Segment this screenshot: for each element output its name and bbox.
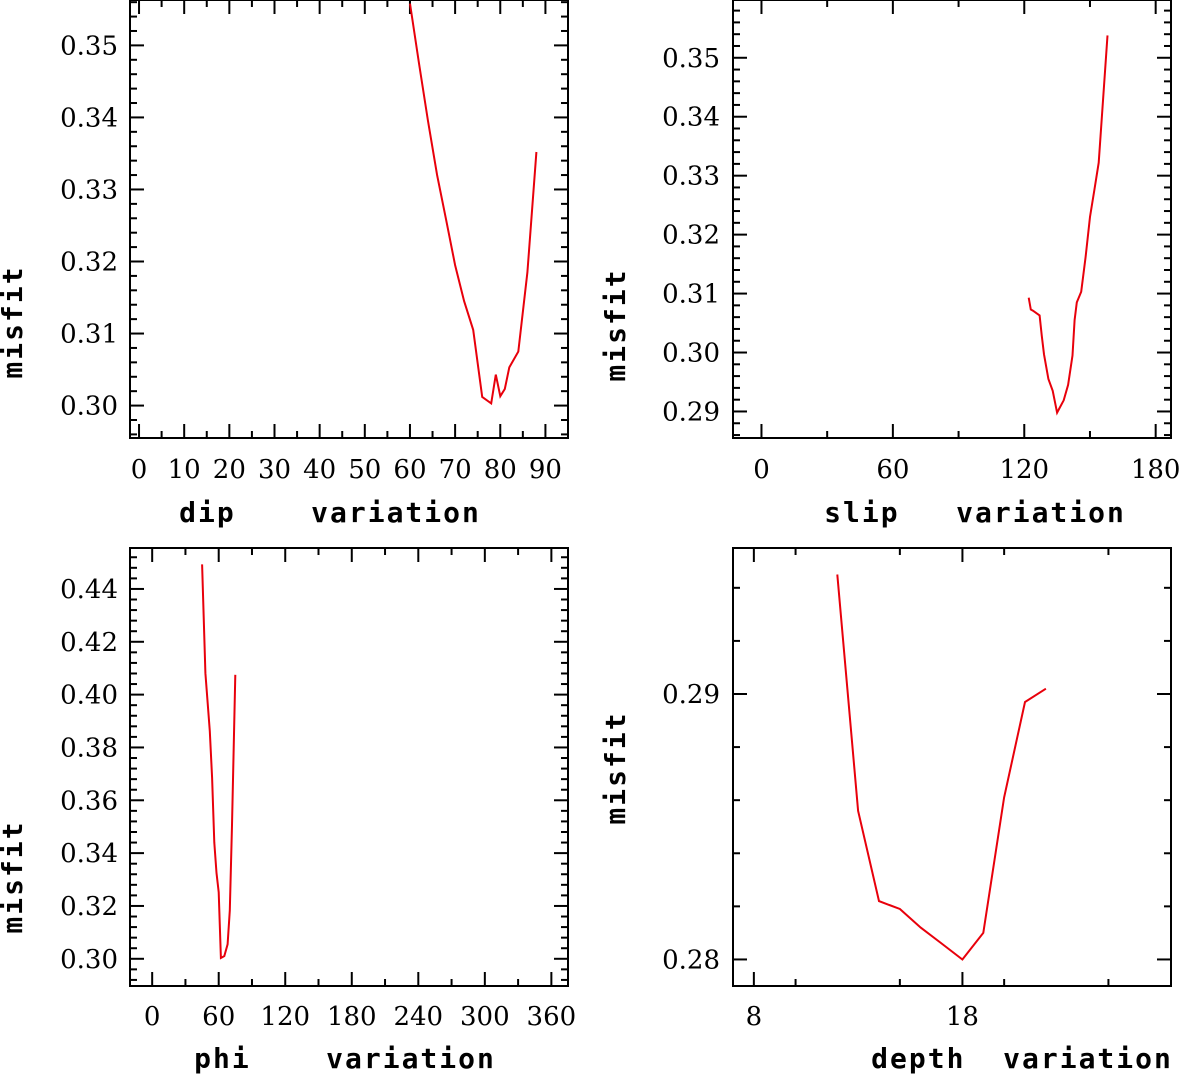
- dip-x-tick-label: 50: [348, 455, 381, 485]
- phi-x-tick-label: 300: [460, 1002, 510, 1032]
- slip-x-tick-label: 180: [1131, 455, 1181, 485]
- phi-x-axis-title: phi variation: [194, 1042, 496, 1075]
- depth-misfit-curve: [836, 574, 1047, 961]
- slip-y-tick-label: 0.35: [662, 44, 720, 74]
- dip-x-tick-label: 60: [393, 455, 426, 485]
- depth-x-tick-label: 18: [946, 1002, 979, 1032]
- dip-x-tick-label: 80: [484, 455, 517, 485]
- slip-x-axis-title: slip variation: [824, 496, 1126, 529]
- slip-plot-frame: [732, 0, 1172, 439]
- phi-y-tick-label: 0.44: [60, 575, 118, 605]
- phi-x-tick-label: 60: [202, 1002, 235, 1032]
- panel-dip: 0 10 20 30 40 50 60 70 80 90 0.30 0.31 0.32 0.33 0.34 0…: [0, 0, 569, 529]
- slip-y-tick-label: 0.30: [662, 339, 720, 369]
- slip-y-axis-title: misfit: [599, 268, 632, 381]
- dip-x-axis-title: dip variation: [179, 496, 481, 529]
- dip-x-tick-label: 30: [258, 455, 291, 485]
- dip-y-tick-label: 0.33: [60, 175, 118, 205]
- dip-y-tick-label: 0.34: [60, 103, 118, 133]
- panel-depth: 8 18 0.28 0.29 depth variation misfit: [599, 547, 1173, 1075]
- dip-x-tick-label: 20: [213, 455, 246, 485]
- dip-x-tick-label: 40: [303, 455, 336, 485]
- depth-x-tick-label: 8: [746, 1002, 763, 1032]
- phi-x-tick-label: 360: [527, 1002, 577, 1032]
- dip-plot-frame: [129, 0, 569, 439]
- phi-plot-frame: [129, 547, 569, 987]
- phi-y-tick-label: 0.30: [60, 945, 118, 975]
- phi-y-tick-label: 0.32: [60, 892, 118, 922]
- dip-x-tick-label: 10: [168, 455, 201, 485]
- phi-x-tick-label: 0: [144, 1002, 161, 1032]
- dip-y-tick-label: 0.31: [60, 320, 118, 350]
- slip-x-tick-label: 120: [999, 455, 1049, 485]
- phi-x-tick-label: 180: [327, 1002, 377, 1032]
- depth-plot-frame: [732, 547, 1172, 987]
- depth-y-tick-label: 0.29: [662, 680, 720, 710]
- dip-y-tick-label: 0.32: [60, 248, 118, 278]
- slip-x-tick-label: 60: [876, 455, 909, 485]
- phi-x-tick-label: 120: [260, 1002, 310, 1032]
- depth-x-axis-title: depth variation: [871, 1042, 1173, 1075]
- depth-y-axis-title: misfit: [599, 711, 632, 824]
- slip-y-tick-label: 0.29: [662, 397, 720, 427]
- phi-misfit-curve: [201, 564, 237, 960]
- phi-y-tick-label: 0.38: [60, 733, 118, 763]
- dip-y-tick-label: 0.30: [60, 392, 118, 422]
- phi-y-axis-title: misfit: [0, 820, 29, 933]
- phi-y-tick-label: 0.42: [60, 628, 118, 658]
- slip-y-tick-label: 0.31: [662, 280, 720, 310]
- dip-y-axis-title: misfit: [0, 265, 29, 378]
- phi-x-tick-label: 240: [393, 1002, 443, 1032]
- dip-x-tick-label: 70: [439, 455, 472, 485]
- slip-y-tick-label: 0.32: [662, 221, 720, 251]
- dip-misfit-curve: [409, 3, 538, 406]
- slip-y-tick-label: 0.34: [662, 103, 720, 133]
- panel-phi: 0 60 120 180 240 300 360 0.30 0.32 0.34 0.36 0.38 0.…: [0, 547, 577, 1075]
- slip-misfit-curve: [1027, 35, 1109, 416]
- panel-slip: 0 60 120 180 0.29 0.30 0.31 0.32 0.33 0.34 0.35 sli…: [599, 0, 1180, 529]
- dip-x-tick-label: 90: [529, 455, 562, 485]
- dip-x-tick-label: 0: [131, 455, 148, 485]
- depth-y-tick-label: 0.28: [662, 945, 720, 975]
- phi-y-tick-label: 0.40: [60, 681, 118, 711]
- phi-y-tick-label: 0.36: [60, 786, 118, 816]
- slip-x-tick-label: 0: [753, 455, 770, 485]
- slip-y-tick-label: 0.33: [662, 162, 720, 192]
- phi-y-tick-label: 0.34: [60, 839, 118, 869]
- dip-y-tick-label: 0.35: [60, 31, 118, 61]
